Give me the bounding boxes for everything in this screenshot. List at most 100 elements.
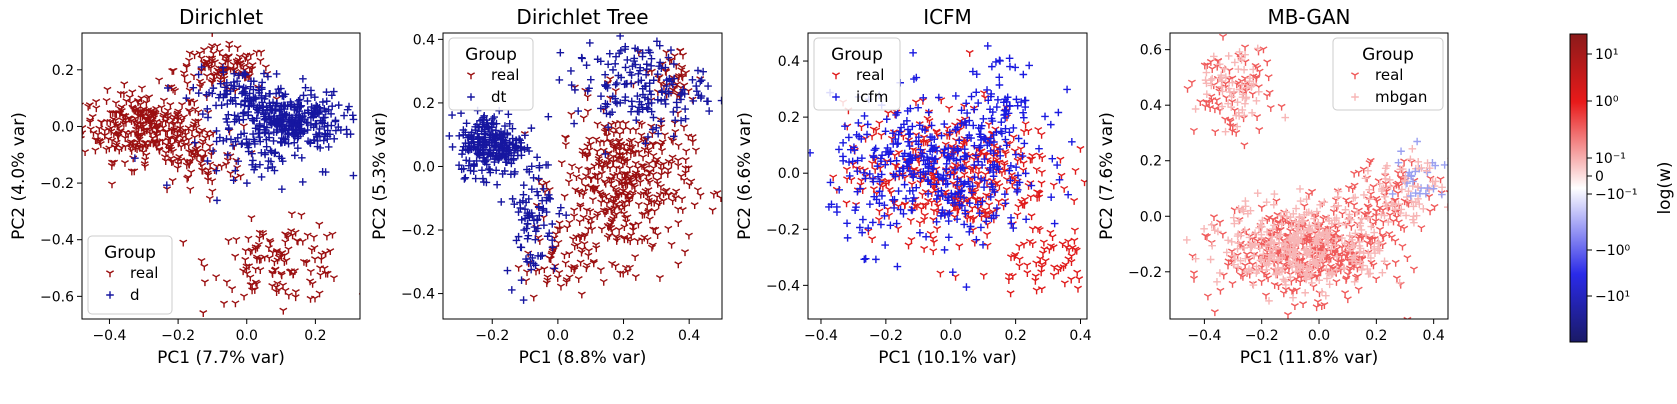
data-point: [298, 154, 306, 162]
data-point: [890, 204, 898, 212]
data-point: [592, 136, 601, 144]
data-point: [1282, 281, 1290, 289]
data-point: [1009, 124, 1018, 132]
data-point: [642, 70, 650, 79]
data-point: [500, 139, 509, 147]
data-point: [234, 112, 242, 121]
data-point: [1423, 159, 1432, 167]
data-point: [833, 208, 841, 216]
data-point: [222, 90, 230, 98]
data-point: [689, 97, 698, 105]
data-point: [1241, 44, 1250, 52]
data-point: [568, 163, 577, 171]
data-point: [945, 209, 954, 217]
data-point: [247, 247, 256, 255]
data-point: [291, 229, 300, 237]
data-point: [249, 156, 257, 165]
data-point: [905, 142, 914, 150]
data-point: [511, 167, 519, 176]
data-point: [1270, 200, 1278, 209]
data-point: [231, 93, 239, 102]
y-tick-label: 0.0: [413, 159, 435, 175]
data-point: [264, 164, 272, 173]
data-point: [1021, 169, 1030, 178]
data-point: [885, 149, 893, 157]
data-point: [263, 123, 271, 132]
data-point: [1230, 251, 1238, 260]
data-point: [1426, 208, 1435, 216]
data-point: [910, 75, 918, 83]
data-point: [907, 206, 916, 214]
data-point: [560, 252, 569, 260]
data-point: [679, 85, 687, 94]
data-point: [102, 97, 111, 105]
data-point: [612, 237, 621, 245]
data-point: [1407, 159, 1416, 167]
data-point: [627, 79, 636, 88]
data-point: [975, 143, 984, 152]
data-point: [684, 133, 693, 141]
data-point: [1208, 97, 1217, 105]
data-point: [609, 194, 618, 202]
data-point: [315, 221, 324, 229]
data-point: [992, 58, 1000, 66]
data-point: [507, 170, 515, 179]
data-point: [1257, 234, 1266, 242]
data-point: [211, 33, 214, 37]
y-tick-label: −0.6: [40, 289, 74, 305]
data-point: [1395, 278, 1404, 287]
data-point: [313, 132, 321, 141]
data-point: [567, 111, 576, 119]
data-point: [1379, 219, 1388, 227]
data-point: [264, 72, 272, 81]
data-point: [540, 221, 548, 229]
data-point: [245, 96, 254, 104]
data-point: [1028, 240, 1037, 248]
data-point: [1015, 243, 1024, 251]
data-point: [1287, 222, 1296, 230]
data-point: [1324, 233, 1332, 241]
data-point: [473, 120, 481, 129]
data-point: [987, 92, 995, 101]
data-point: [255, 120, 264, 128]
y-tick-label: 0.0: [778, 166, 800, 182]
data-point: [894, 225, 903, 233]
data-point: [1302, 195, 1311, 203]
data-point: [1020, 113, 1028, 122]
data-point: [117, 104, 126, 112]
data-point: [499, 135, 508, 144]
data-point: [1333, 193, 1342, 201]
data-point: [634, 78, 643, 86]
data-point: [617, 73, 625, 82]
data-point: [1057, 172, 1066, 180]
data-point: [1259, 46, 1268, 54]
data-point: [596, 267, 605, 274]
data-point: [297, 102, 306, 110]
data-point: [222, 79, 231, 87]
data-point: [223, 118, 232, 126]
data-point: [1365, 195, 1374, 204]
data-point: [908, 181, 917, 189]
data-point: [921, 170, 930, 178]
data-point: [529, 294, 538, 302]
data-point: [1253, 189, 1262, 198]
series-real: [82, 33, 360, 317]
data-point: [155, 77, 164, 85]
data-point: [601, 180, 610, 188]
data-point: [1228, 123, 1237, 131]
data-point: [603, 222, 612, 230]
data-point: [266, 239, 275, 247]
data-point: [1049, 272, 1058, 280]
data-point: [1013, 101, 1022, 110]
data-point: [525, 167, 534, 176]
data-point: [117, 144, 126, 152]
data-point: [1317, 303, 1326, 310]
data-point: [829, 174, 838, 182]
data-point: [1255, 127, 1264, 134]
data-point: [1229, 213, 1238, 222]
data-point: [227, 135, 235, 144]
data-point: [1073, 269, 1082, 277]
data-point: [983, 86, 991, 94]
data-point: [163, 181, 171, 189]
colorbar-tick-label: −10⁻¹: [1595, 187, 1638, 203]
